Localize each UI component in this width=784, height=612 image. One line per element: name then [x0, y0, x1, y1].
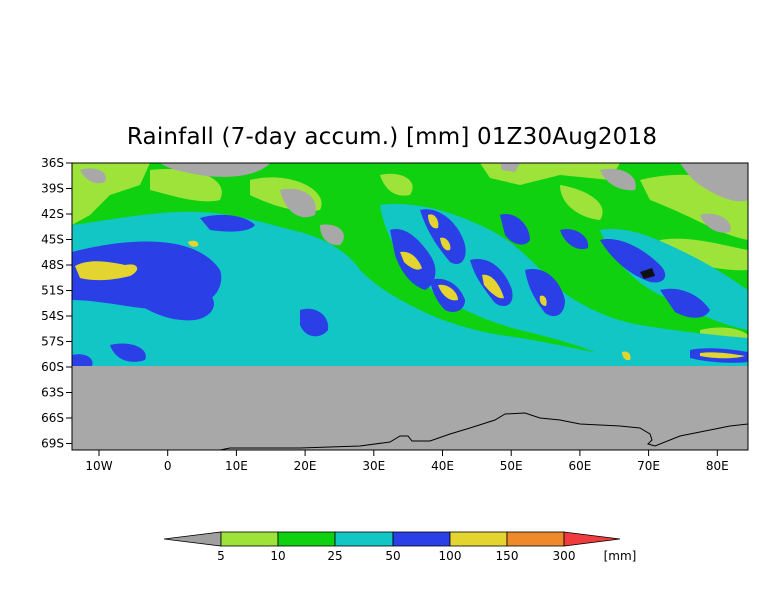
- colorbar-label: 10: [270, 549, 285, 563]
- x-tick-label: 80E: [706, 459, 729, 473]
- very-heavy-rain-areas: [75, 214, 745, 361]
- colorbar-segment: [506, 531, 565, 547]
- y-tick-label: 42S: [41, 207, 64, 221]
- extreme-rain-spot: [640, 268, 655, 279]
- colorbar-segment: [220, 531, 279, 547]
- y-tick-label: 54S: [41, 309, 64, 323]
- colorbar-unit: [mm]: [604, 549, 637, 563]
- y-tick-label: 48S: [41, 258, 64, 272]
- x-tick-label: 50E: [500, 459, 523, 473]
- colorbar-segment: [277, 531, 336, 547]
- colorbar: 5 10 25 50 100 150 300 [mm]: [163, 531, 637, 563]
- y-tick-label: 57S: [41, 335, 64, 349]
- colorbar-label: 100: [439, 549, 462, 563]
- y-tick-label: 45S: [41, 233, 64, 247]
- no-rain-areas: [80, 163, 748, 353]
- colorbar-segment: [392, 531, 451, 547]
- colorbar-label: 25: [327, 549, 342, 563]
- map-frame: [71, 162, 749, 451]
- y-tick-label: 39S: [41, 182, 64, 196]
- x-tick-label: 40E: [431, 459, 454, 473]
- y-tick-label: 36S: [41, 156, 64, 170]
- x-axis: 10W 0 10E 20E 30E 40E 50E 60E 70E 80E: [85, 450, 729, 473]
- y-tick-label: 60S: [41, 360, 64, 374]
- map-title: Rainfall (7-day accum.) [mm] 01Z30Aug201…: [126, 124, 658, 150]
- x-tick-label: 20E: [294, 459, 317, 473]
- y-tick-label: 66S: [41, 411, 64, 425]
- map-plot-area: [72, 163, 748, 450]
- colorbar-low-triangle: [163, 531, 222, 547]
- x-tick-label: 30E: [362, 459, 385, 473]
- y-axis: 36S 39S 42S 45S 48S 51S 54S 57S 60S 63S 66S 69S: [41, 156, 72, 451]
- colorbar-segment: [449, 531, 508, 547]
- x-tick-label: 0: [164, 459, 172, 473]
- y-tick-label: 51S: [41, 284, 64, 298]
- coastline: [72, 412, 748, 450]
- x-tick-label: 10W: [85, 459, 112, 473]
- colorbar-label: 5: [217, 549, 225, 563]
- x-tick-label: 10E: [225, 459, 248, 473]
- no-data-region: [72, 366, 748, 450]
- colorbar-high-triangle: [563, 531, 621, 547]
- x-tick-label: 70E: [637, 459, 660, 473]
- y-tick-label: 69S: [41, 437, 64, 451]
- x-tick-label: 60E: [568, 459, 591, 473]
- colorbar-label: 300: [553, 549, 576, 563]
- colorbar-segment: [334, 531, 394, 547]
- colorbar-label: 50: [385, 549, 400, 563]
- colorbar-label: 150: [496, 549, 519, 563]
- y-tick-label: 63S: [41, 386, 64, 400]
